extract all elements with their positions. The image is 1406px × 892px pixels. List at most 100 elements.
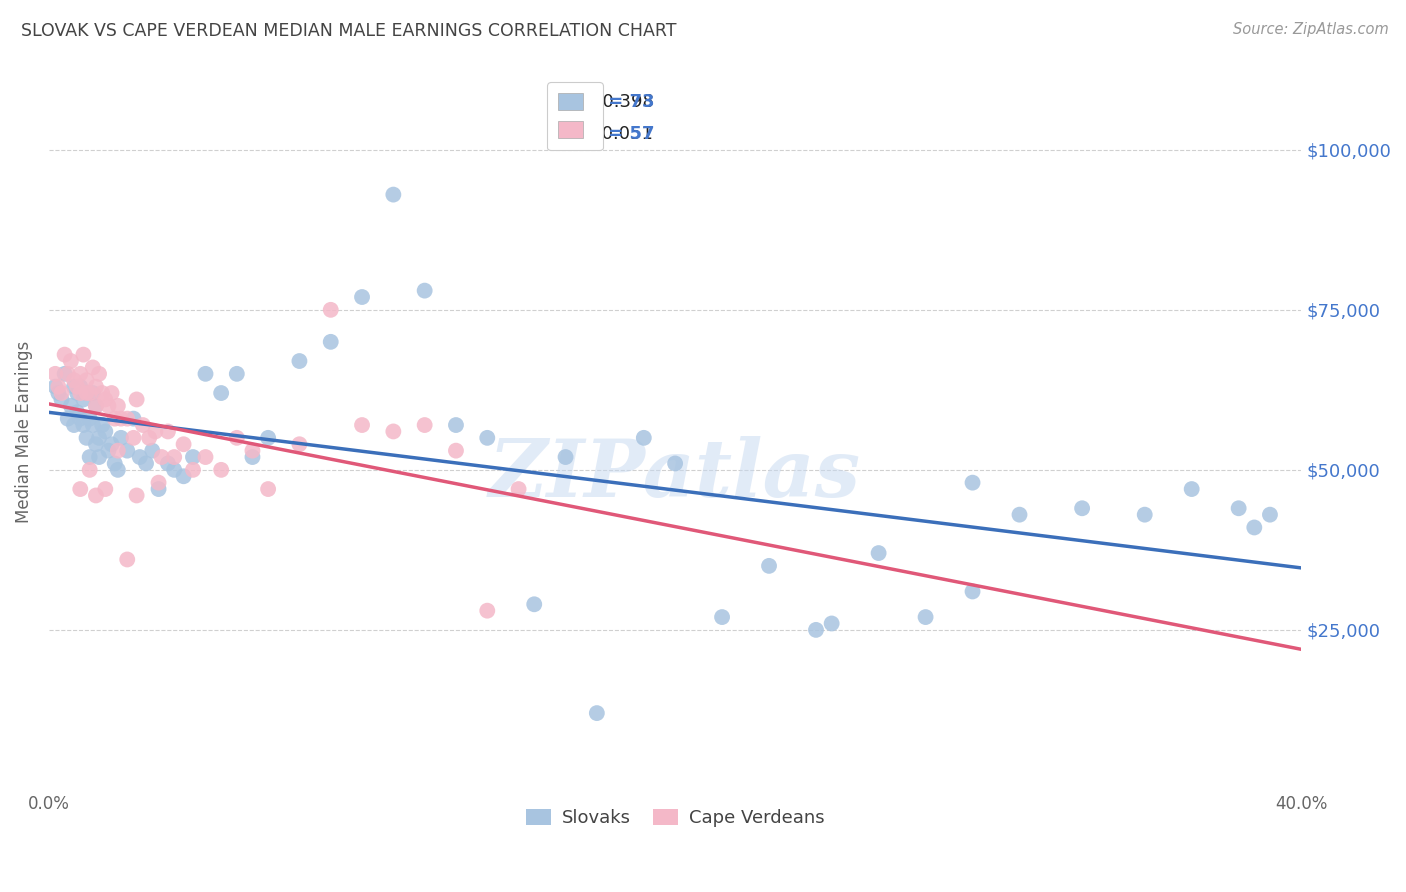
Point bbox=[84, 488, 107, 502]
Point bbox=[135, 457, 157, 471]
Point bbox=[72, 418, 94, 433]
Point bbox=[97, 399, 120, 413]
Point bbox=[711, 610, 734, 624]
Point bbox=[122, 431, 145, 445]
Point bbox=[63, 379, 86, 393]
Point bbox=[1071, 501, 1094, 516]
Point bbox=[72, 348, 94, 362]
Point bbox=[79, 463, 101, 477]
Point bbox=[444, 443, 467, 458]
Point bbox=[48, 379, 70, 393]
Point bbox=[107, 399, 129, 413]
Point bbox=[225, 431, 247, 445]
Text: SLOVAK VS CAPE VERDEAN MEDIAN MALE EARNINGS CORRELATION CHART: SLOVAK VS CAPE VERDEAN MEDIAN MALE EARNI… bbox=[21, 22, 676, 40]
Point bbox=[94, 392, 117, 407]
Point bbox=[1258, 508, 1281, 522]
Point bbox=[69, 386, 91, 401]
Text: N = 57: N = 57 bbox=[586, 125, 654, 143]
Point bbox=[125, 488, 148, 502]
Point bbox=[181, 450, 204, 464]
Point bbox=[100, 386, 122, 401]
Point bbox=[115, 411, 138, 425]
Point bbox=[962, 475, 984, 490]
Point bbox=[69, 411, 91, 425]
Point bbox=[132, 418, 155, 433]
Text: ZIPatlas: ZIPatlas bbox=[489, 435, 862, 513]
Point bbox=[53, 367, 76, 381]
Point bbox=[82, 360, 104, 375]
Point bbox=[1133, 508, 1156, 522]
Point bbox=[141, 443, 163, 458]
Point bbox=[156, 425, 179, 439]
Point bbox=[82, 386, 104, 401]
Point bbox=[122, 411, 145, 425]
Text: R = -0.398: R = -0.398 bbox=[557, 94, 654, 112]
Point bbox=[56, 367, 79, 381]
Point bbox=[51, 392, 73, 407]
Point bbox=[173, 437, 195, 451]
Point bbox=[100, 437, 122, 451]
Point bbox=[242, 443, 264, 458]
Point bbox=[97, 443, 120, 458]
Point bbox=[76, 386, 98, 401]
Point bbox=[804, 623, 827, 637]
Point bbox=[821, 616, 844, 631]
Point bbox=[477, 431, 499, 445]
Point bbox=[319, 302, 342, 317]
Point bbox=[94, 482, 117, 496]
Point bbox=[288, 437, 311, 451]
Point bbox=[82, 418, 104, 433]
Point bbox=[69, 482, 91, 496]
Point bbox=[145, 425, 167, 439]
Point bbox=[87, 367, 110, 381]
Legend: Slovaks, Cape Verdeans: Slovaks, Cape Verdeans bbox=[519, 802, 831, 835]
Point bbox=[107, 443, 129, 458]
Text: Source: ZipAtlas.com: Source: ZipAtlas.com bbox=[1233, 22, 1389, 37]
Point bbox=[84, 399, 107, 413]
Point bbox=[63, 373, 86, 387]
Point bbox=[257, 482, 280, 496]
Point bbox=[148, 475, 170, 490]
Point bbox=[352, 290, 374, 304]
Point bbox=[242, 450, 264, 464]
Point bbox=[194, 367, 217, 381]
Point bbox=[554, 450, 576, 464]
Point bbox=[72, 392, 94, 407]
Point bbox=[110, 431, 132, 445]
Point bbox=[76, 386, 98, 401]
Point bbox=[586, 706, 609, 720]
Point bbox=[91, 418, 114, 433]
Point bbox=[382, 425, 405, 439]
Point bbox=[51, 386, 73, 401]
Point bbox=[163, 463, 186, 477]
Point bbox=[66, 405, 89, 419]
Point bbox=[173, 469, 195, 483]
Point bbox=[84, 399, 107, 413]
Point bbox=[48, 386, 70, 401]
Point bbox=[1008, 508, 1031, 522]
Point bbox=[66, 379, 89, 393]
Point bbox=[413, 418, 436, 433]
Point bbox=[128, 450, 150, 464]
Point bbox=[1181, 482, 1204, 496]
Point bbox=[79, 386, 101, 401]
Point bbox=[44, 379, 66, 393]
Point bbox=[91, 386, 114, 401]
Point bbox=[138, 431, 160, 445]
Point bbox=[962, 584, 984, 599]
Point bbox=[181, 463, 204, 477]
Point bbox=[523, 597, 546, 611]
Point bbox=[209, 463, 232, 477]
Point bbox=[288, 354, 311, 368]
Point bbox=[53, 348, 76, 362]
Point bbox=[1227, 501, 1250, 516]
Point bbox=[477, 604, 499, 618]
Point bbox=[87, 450, 110, 464]
Point bbox=[758, 558, 780, 573]
Point bbox=[69, 379, 91, 393]
Point bbox=[664, 457, 686, 471]
Point bbox=[66, 386, 89, 401]
Point bbox=[225, 367, 247, 381]
Y-axis label: Median Male Earnings: Median Male Earnings bbox=[15, 341, 32, 523]
Point bbox=[76, 373, 98, 387]
